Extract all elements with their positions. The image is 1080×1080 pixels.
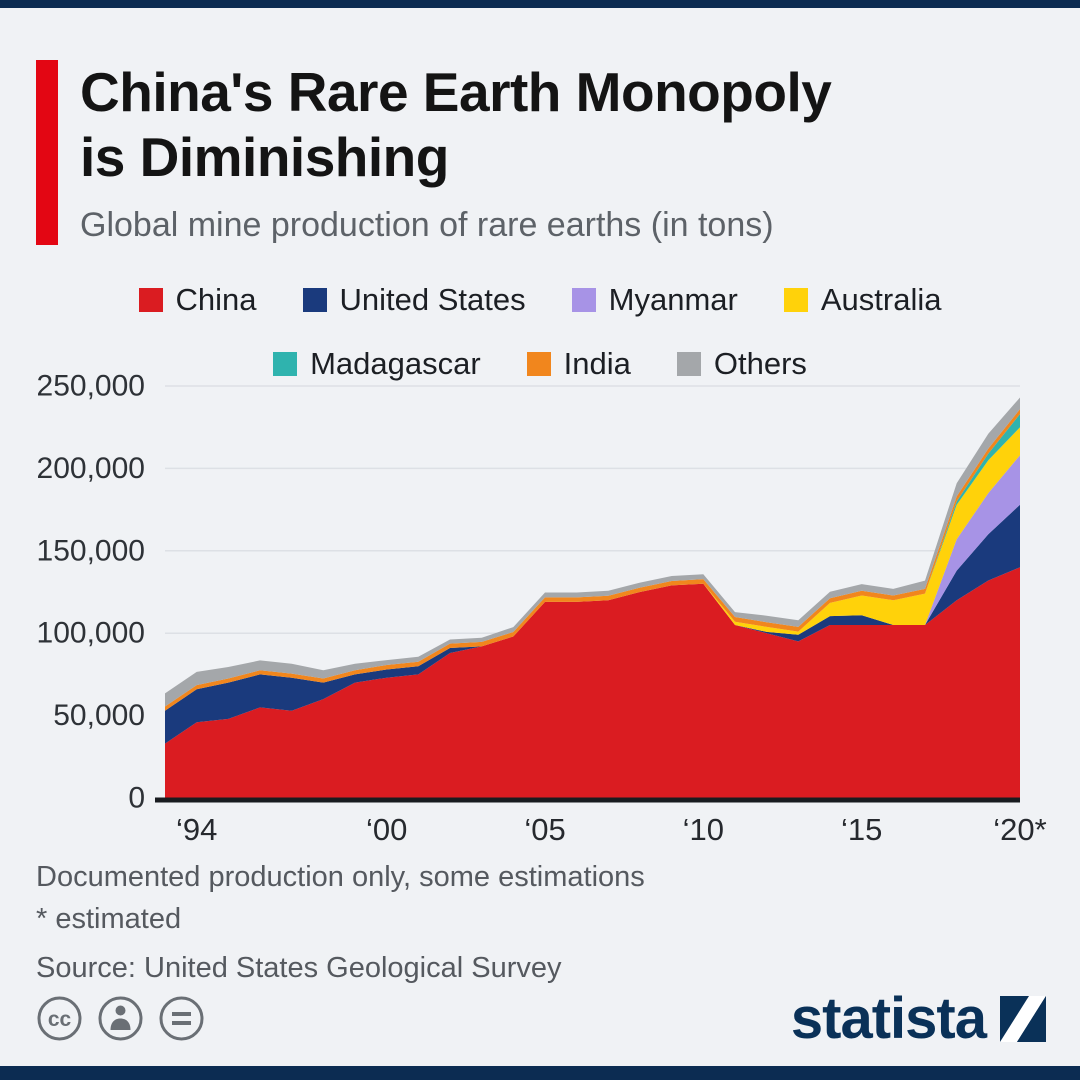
stacked-area-chart: 0 50,000 100,000 150,000 200,000 250,000 ‘94 ‘0… [0, 368, 1080, 850]
legend-label-china: China [175, 282, 257, 317]
legend-label-australia: Australia [820, 282, 942, 317]
legend-item-india: India [526, 346, 631, 382]
legend-swatch-india [526, 352, 551, 376]
x-tick-label: ‘00 [366, 812, 407, 847]
footnote-2: * estimated [36, 902, 182, 935]
x-tick-label: ‘20* [993, 812, 1046, 847]
legend-label-myanmar: Myanmar [608, 282, 738, 317]
equal-sign-icon[interactable] [158, 995, 205, 1042]
y-tick-label: 50,000 [53, 699, 145, 732]
legend-swatch-others [676, 352, 701, 376]
accent-bar [36, 60, 58, 245]
statista-logo-mark [1000, 995, 1046, 1042]
svg-text:cc: cc [48, 1008, 72, 1031]
statista-wordmark: statista [790, 986, 987, 1051]
y-tick-label: 250,000 [37, 370, 145, 403]
legend-label-united-states: United States [339, 282, 526, 317]
y-tick-label: 0 [128, 782, 145, 815]
y-tick-label: 100,000 [37, 617, 145, 650]
legend-label-india: India [563, 346, 631, 381]
legend-item-australia: Australia [783, 282, 942, 318]
cc-icon[interactable]: cc [36, 995, 83, 1042]
footnote-1: Documented production only, some estimat… [36, 861, 645, 893]
series-area-china [165, 567, 1020, 798]
x-tick-label: ‘94 [176, 812, 217, 847]
legend-label-madagascar: Madagascar [310, 346, 481, 381]
chart-subtitle: Global mine production of rare earths (i… [80, 205, 774, 244]
page-title: China's Rare Earth Monopoly is Diminishin… [80, 60, 832, 190]
legend-label-others: Others [713, 346, 807, 381]
license-icons: cc [36, 995, 205, 1042]
x-tick-label: ‘05 [524, 812, 565, 847]
y-tick-label: 200,000 [37, 452, 145, 485]
series-area-united-states [165, 504, 1020, 744]
chart-svg: 0 50,000 100,000 150,000 200,000 250,000 ‘94 ‘0… [37, 370, 1047, 848]
header: China's Rare Earth Monopoly is Diminishin… [36, 60, 1050, 245]
attribution-person-icon[interactable] [97, 995, 144, 1042]
x-tick-label: ‘15 [841, 812, 882, 847]
legend-swatch-united-states [302, 288, 327, 312]
legend-item-others: Others [676, 346, 807, 382]
legend-item-united-states: United States [302, 282, 526, 318]
source-line: Source: United States Geological Survey [36, 951, 562, 984]
legend-item-madagascar: Madagascar [273, 346, 481, 382]
y-tick-label: 150,000 [37, 534, 145, 567]
legend-swatch-madagascar [273, 352, 298, 376]
legend-swatch-china [138, 288, 163, 312]
footnotes: Documented production only, some estimat… [36, 860, 1044, 992]
legend-item-china: China [138, 282, 257, 318]
legend-item-myanmar: Myanmar [571, 282, 738, 318]
legend-swatch-australia [783, 288, 808, 312]
bottom-bar [0, 1066, 1080, 1080]
title-line-1: China's Rare Earth Monopoly [80, 61, 832, 123]
title-line-2: is Diminishing [80, 125, 449, 188]
footer-row: cc statista [36, 985, 1046, 1052]
top-bar [0, 0, 1080, 8]
statista-logo[interactable]: statista [791, 985, 1046, 1052]
chart-legend: China United States Myanmar Australia Madaga… [0, 282, 1080, 382]
legend-swatch-myanmar [571, 288, 596, 312]
x-tick-label: ‘10 [683, 812, 724, 847]
